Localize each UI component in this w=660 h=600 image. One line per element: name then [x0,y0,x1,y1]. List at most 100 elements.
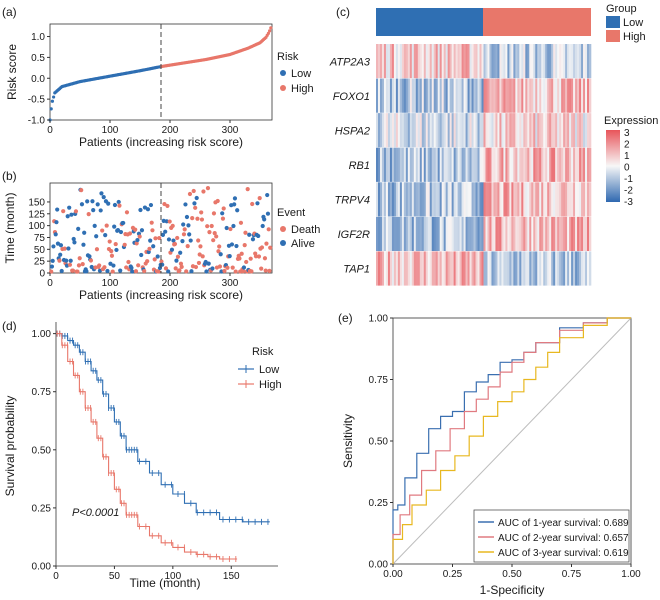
heatmap-cell [433,251,437,286]
event-point [186,223,191,228]
heatmap-cell [519,216,522,252]
heatmap-cell [499,216,502,252]
heatmap-cell [519,44,522,79]
heatmap-cell [531,216,534,252]
panel-e: (e) 0.000.00 0.25 0.25 0.50 0.50 0.75 0.75 1.00… [338,311,641,597]
heatmap-cell [401,251,405,286]
heatmap-cell [395,216,399,252]
heatmap-cell [489,44,492,79]
event-point [49,264,55,269]
heatmap-cell [533,251,536,286]
heatmap-cell [455,147,458,182]
heatmap-cell [439,147,442,182]
heatmap-cell [383,182,387,217]
heatmap-cell [405,44,409,79]
heatmap-cell [575,44,578,79]
panel-b-ylabel: Time (month) [3,193,17,264]
event-point [82,230,87,235]
heatmap-cell [499,113,502,148]
panel-d-legend-high-label: High [259,379,282,391]
y-tick-label: 0.00 [32,562,52,573]
event-point [90,199,95,204]
heatmap-cell [561,44,564,79]
heatmap-cell [487,78,490,113]
heatmap-cell [541,182,544,217]
heatmap-cell [511,182,514,217]
event-point [174,258,179,263]
heatmap-cell [485,182,488,217]
event-point [163,229,168,234]
event-point [118,229,124,235]
event-point [263,268,268,273]
heatmap-cell [521,216,524,252]
heatmap-cell [417,147,421,182]
heatmap-cell [391,216,395,252]
heatmap-cell [501,44,504,79]
heatmap-cell [579,251,582,286]
heatmap-cell [499,251,502,286]
event-point [91,208,96,213]
heatmap-cell [509,251,512,286]
heatmap-cell [587,147,590,182]
event-point [225,265,230,270]
heatmap-cell [407,113,411,148]
event-point [139,228,145,233]
event-point [124,210,130,215]
heatmap-cell [379,182,383,217]
heatmap-cell [477,78,480,113]
heatmap-cell [389,78,393,113]
heatmap-cell [559,251,562,286]
heatmap-cell [551,44,554,79]
heatmap-cell [439,251,442,286]
heatmap-cell [431,216,435,252]
event-point [205,224,210,229]
event-point [59,268,64,274]
panel-d-legend-title: Risk [252,346,274,358]
heatmap-cell [389,182,393,217]
heatmap-cell [521,251,524,286]
heatmap-cell [467,78,470,113]
panel-a-legend-low-label: Low [291,68,311,80]
panel-b-legend-death-label: Death [291,224,320,236]
heatmap-cell [433,216,437,252]
panel-c-group-bar-low [376,8,483,36]
event-point [230,265,235,270]
heatmap-cell [553,44,556,79]
heatmap-cell [585,44,588,79]
event-point [177,268,182,273]
heatmap-cell [387,113,391,148]
y-tick-label: 100 [28,221,45,232]
heatmap-cell [407,78,411,113]
color-scale-tick-label: 0 [624,163,630,174]
heatmap-cell [571,113,574,148]
heatmap-cell [589,216,592,252]
heatmap-cell [575,113,578,148]
heatmap-cell [463,182,466,217]
heatmap-cell [383,44,387,79]
heatmap-cell [547,216,550,252]
heatmap-cell [469,44,472,79]
heatmap-cell [429,182,433,217]
heatmap-cell [573,44,576,79]
heatmap-cell [397,147,401,182]
panel-e-legend-label-2: AUC of 2-year survival: 0.657 [498,533,629,544]
heatmap-cell [507,182,510,217]
heatmap-cell [521,182,524,217]
heatmap-cell [475,44,478,79]
event-point [156,269,161,274]
heatmap-cell [557,44,560,79]
heatmap-cell [469,147,472,182]
heatmap-cell [501,113,504,148]
heatmap-cell [555,216,558,252]
heatmap-cell [495,251,498,286]
event-point [100,228,105,233]
heatmap-cell [537,147,540,182]
heatmap-cell [527,251,530,286]
heatmap-cell [501,147,504,182]
heatmap-cell [391,251,395,286]
heatmap-cell [493,182,496,217]
event-point [113,241,118,247]
heatmap-cell [403,113,407,148]
event-point [55,207,60,212]
x-tick-label: 300 [222,278,239,289]
